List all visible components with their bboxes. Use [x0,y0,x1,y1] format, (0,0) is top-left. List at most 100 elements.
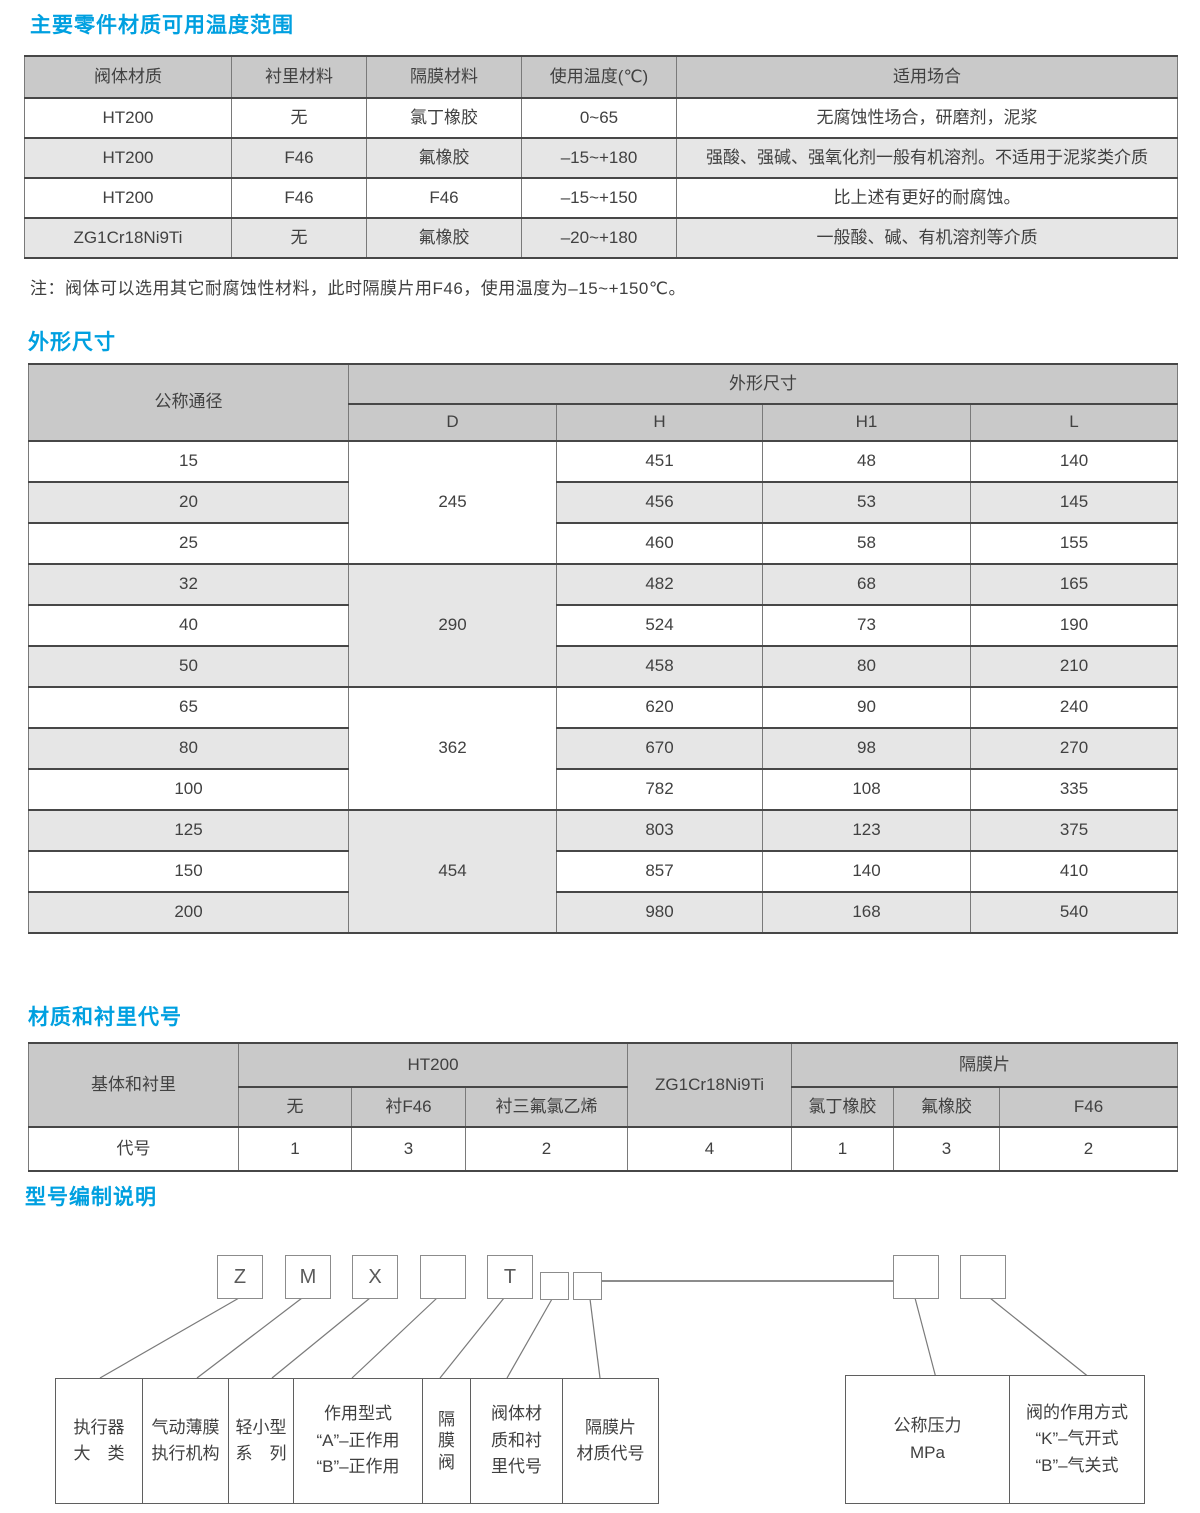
cell: 980 [556,891,763,934]
table-row: 80 670 98 270 [28,727,1178,770]
table-row: 125 454 803 123 375 [28,809,1178,934]
model-label-group-left: 执行器 大 类 气动薄膜 执行机构 轻小型 系 列 作用型式 “A”–正作用 “… [55,1378,659,1504]
table-row: ZG1Cr18Ni9Ti 无 氟橡胶 –20~+180 一般酸、碱、有机溶剂等介… [24,217,1178,259]
label-box-actuator-class: 执行器 大 类 [56,1379,143,1503]
cell: 100 [28,768,349,811]
cell: 240 [970,686,1178,729]
table-row: 100 782 108 335 [28,768,1178,811]
label-box-diaphragm-material-code: 隔膜片 材质代号 [563,1379,658,1503]
cell: 无腐蚀性场合，研磨剂，泥浆 [676,97,1178,139]
label-box-pneumatic-diaphragm-actuator: 气动薄膜 执行机构 [143,1379,229,1503]
label-line: 执行机构 [151,1444,220,1463]
cell: 410 [970,850,1178,893]
cell: HT200 [24,97,232,139]
cell: 无 [231,97,367,139]
col-header-h1: H1 [762,403,971,442]
materials-temperature-table: 阀体材质 衬里材料 隔膜材料 使用温度(℃) 适用场合 HT200 无 氯丁橡胶… [24,55,1178,259]
table-row: 15 245 451 48 140 [28,440,1178,565]
group-header-ht200: HT200 [237,1042,629,1088]
cell: –15~+150 [521,177,677,219]
cell: 375 [970,809,1178,852]
label-line: 里代号 [491,1457,542,1477]
label-box-diaphragm-valve: 隔 膜 阀 [423,1379,471,1503]
cell: 4 [627,1126,793,1172]
col-header-zg1cr18ni9ti: ZG1Cr18Ni9Ti [627,1042,793,1128]
cell: HT200 [24,137,232,179]
cell: 1 [238,1126,352,1172]
cell: HT200 [24,177,232,219]
label-line: 隔 [438,1410,455,1430]
cell: 32 [28,563,349,606]
table-row: 32 290 482 68 165 [28,563,1178,688]
table-header-row: 公称通径 外形尺寸 [28,363,1178,442]
row-header-base-and-lining: 基体和衬里 [28,1042,239,1128]
cell: 68 [762,563,971,606]
label-line: 气动薄膜 [151,1417,220,1437]
label-line: 公称压力 [893,1416,962,1436]
cell: 1 [791,1126,895,1172]
label-line: “K”–气开式 [1035,1429,1119,1449]
label-line: 质和衬 [491,1430,542,1450]
cell: 123 [762,809,971,852]
cell: 540 [970,891,1178,934]
table-row: HT200 F46 氟橡胶 –15~+180 强酸、强碱、强氧化剂一般有机溶剂。… [24,137,1178,179]
cell: 氟橡胶 [366,217,522,259]
cell: 氯丁橡胶 [366,97,522,139]
table-subheader-row: 无 衬F46 衬三氟氯乙烯 氯丁橡胶 氟橡胶 F46 [29,1086,1179,1128]
table-row: HT200 无 氯丁橡胶 0~65 无腐蚀性场合，研磨剂，泥浆 [24,97,1178,139]
table-row: 20 456 53 145 [28,481,1178,524]
model-letter-box-m: M [285,1255,331,1299]
label-line: 阀 [438,1452,455,1472]
col-header-application: 适用场合 [676,55,1178,99]
model-digit-box-2 [573,1272,602,1300]
cell-d-merged: 454 [348,809,557,934]
cell: 857 [556,850,763,893]
cell: 670 [556,727,763,770]
cell: –20~+180 [521,217,677,259]
cell: 620 [556,686,763,729]
cell: F46 [231,137,367,179]
cell: 58 [762,522,971,565]
cell: 190 [970,604,1178,647]
label-line: 隔膜片 [585,1417,636,1437]
cell: F46 [231,177,367,219]
cell: 165 [970,563,1178,606]
cell: 460 [556,522,763,565]
label-line: “A”–正作用 [316,1430,400,1450]
table-header-row: 阀体材质 衬里材料 隔膜材料 使用温度(℃) 适用场合 [24,55,1178,99]
group-header-diaphragm: 隔膜片 [791,1042,1179,1088]
cell: 一般酸、碱、有机溶剂等介质 [676,217,1178,259]
table-row: 65 362 620 90 240 [28,686,1178,811]
cell: 98 [762,727,971,770]
table-subheader-row: D H H1 L [29,403,1178,442]
label-box-body-material-lining-code: 阀体材 质和衬 里代号 [471,1379,563,1503]
cell: 155 [970,522,1178,565]
horizontal-connector-line [602,1280,893,1282]
label-line: “B”–正作用 [316,1457,400,1477]
label-box-action-type: 作用型式 “A”–正作用 “B”–正作用 [294,1379,423,1503]
label-line: 膜 [438,1431,455,1451]
cell: 48 [762,440,971,483]
model-label-group-right: 公称压力 MPa 阀的作用方式 “K”–气开式 “B”–气关式 [845,1375,1145,1504]
cell: 40 [28,604,349,647]
col-header-fluororubber: 氟橡胶 [893,1086,1001,1128]
table-row: 40 524 73 190 [28,604,1178,647]
col-header-nominal-diameter: 公称通径 [28,363,349,442]
label-box-valve-action-mode: 阀的作用方式 “K”–气开式 “B”–气关式 [1010,1376,1144,1503]
col-header-diaphragm-material: 隔膜材料 [366,55,522,99]
section-title-model-numbering: 型号编制说明 [25,1186,157,1209]
cell-d-merged: 290 [348,563,557,688]
label-line: 阀的作用方式 [1026,1402,1128,1422]
cell: –15~+180 [521,137,677,179]
cell: 90 [762,686,971,729]
cell: 80 [762,645,971,688]
cell: 803 [556,809,763,852]
cell: 2 [464,1126,629,1172]
cell: 524 [556,604,763,647]
cell-code-label: 代号 [28,1126,239,1172]
cell: 强酸、强碱、强氧化剂一般有机溶剂。不适用于泥浆类介质 [676,137,1178,179]
dimensions-table: 公称通径 外形尺寸 D H H1 L 15 245 451 48 140 20 … [28,363,1178,934]
label-box-light-series: 轻小型 系 列 [229,1379,294,1503]
label-line: 作用型式 [324,1404,392,1424]
cell: 270 [970,727,1178,770]
